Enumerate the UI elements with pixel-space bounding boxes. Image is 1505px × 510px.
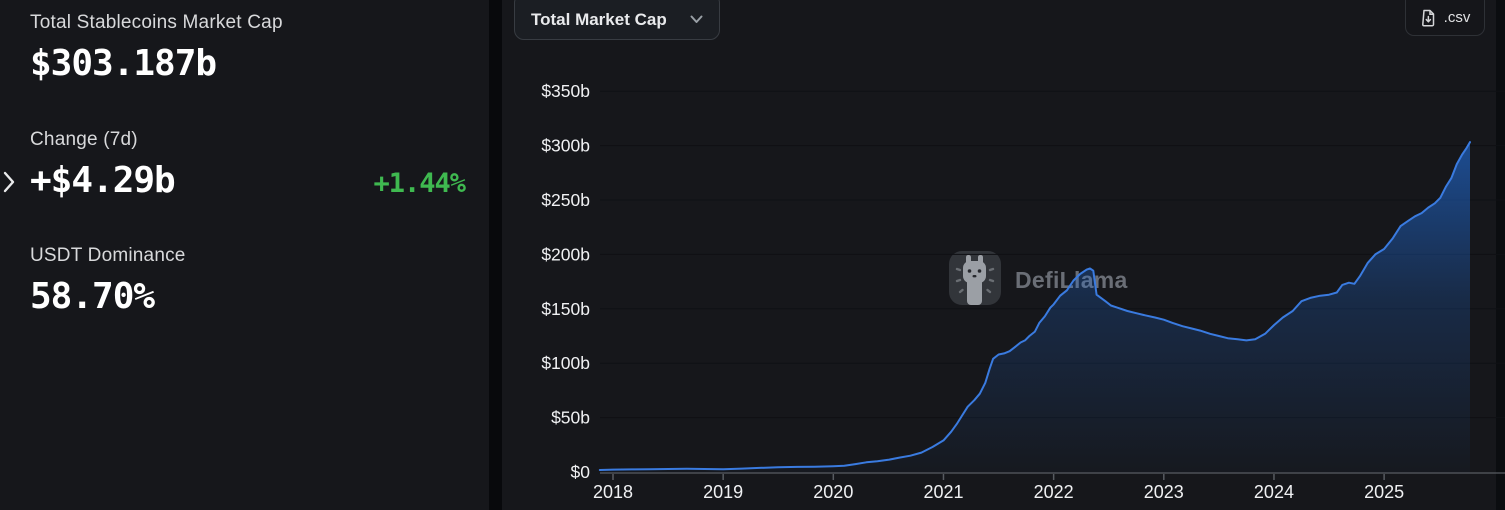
stat-total-market-cap: Total Stablecoins Market Cap $303.187b [30, 10, 465, 85]
x-axis-label: 2021 [923, 482, 963, 502]
y-axis-label: $100b [541, 353, 590, 373]
chevron-down-icon [690, 15, 703, 24]
stat-usdt-dominance-label: USDT Dominance [30, 245, 186, 266]
y-axis-label: $50b [551, 408, 590, 428]
y-axis-label: $150b [541, 299, 590, 319]
chevron-right-icon [3, 171, 16, 196]
x-axis-label: 2019 [703, 482, 743, 502]
chart-panel: Total Market Cap .csv [502, 0, 1505, 510]
stat-total-market-cap-label: Total Stablecoins Market Cap [30, 12, 283, 33]
sidebar-collapse-button[interactable] [3, 170, 23, 196]
stat-change-7d-percent: +1.44% [373, 168, 466, 199]
csv-button-label: .csv [1443, 9, 1471, 26]
stat-usdt-dominance: USDT Dominance 58.70% [30, 243, 465, 318]
stat-usdt-dominance-value: 58.70% [30, 276, 155, 317]
metric-dropdown-button[interactable]: Total Market Cap [514, 0, 720, 40]
y-axis-label: $200b [541, 244, 590, 264]
stat-change-7d-value: +$4.29b [30, 160, 176, 201]
stat-total-market-cap-value: $303.187b [30, 43, 217, 84]
y-axis-label: $350b [541, 81, 590, 101]
x-axis-label: 2024 [1254, 482, 1294, 502]
file-download-icon [1420, 9, 1437, 27]
stablecoin-market-cap-chart[interactable]: 2018 2019 2020 2021 2022 2023 2024 2025 $0 $50b $1… [502, 0, 1505, 510]
x-axis-label: 2023 [1144, 482, 1184, 502]
y-axis-label: $300b [541, 136, 590, 156]
scrollbar-track[interactable] [1496, 0, 1505, 510]
x-axis-label: 2018 [593, 482, 633, 502]
market-cap-area [599, 142, 1470, 473]
stat-change-7d: Change (7d) +$4.29b +1.44% [30, 127, 466, 202]
y-axis-label: $250b [541, 190, 590, 210]
stat-change-7d-label: Change (7d) [30, 129, 138, 150]
x-axis-label: 2025 [1364, 482, 1404, 502]
market-cap-line [598, 141, 1471, 471]
x-axis-label: 2022 [1034, 482, 1074, 502]
y-axis-label: $0 [571, 462, 591, 482]
metric-dropdown-label: Total Market Cap [531, 9, 667, 29]
x-axis-label: 2020 [813, 482, 853, 502]
download-csv-button[interactable]: .csv [1405, 0, 1485, 36]
stats-sidebar: Total Stablecoins Market Cap $303.187b C… [0, 0, 489, 510]
